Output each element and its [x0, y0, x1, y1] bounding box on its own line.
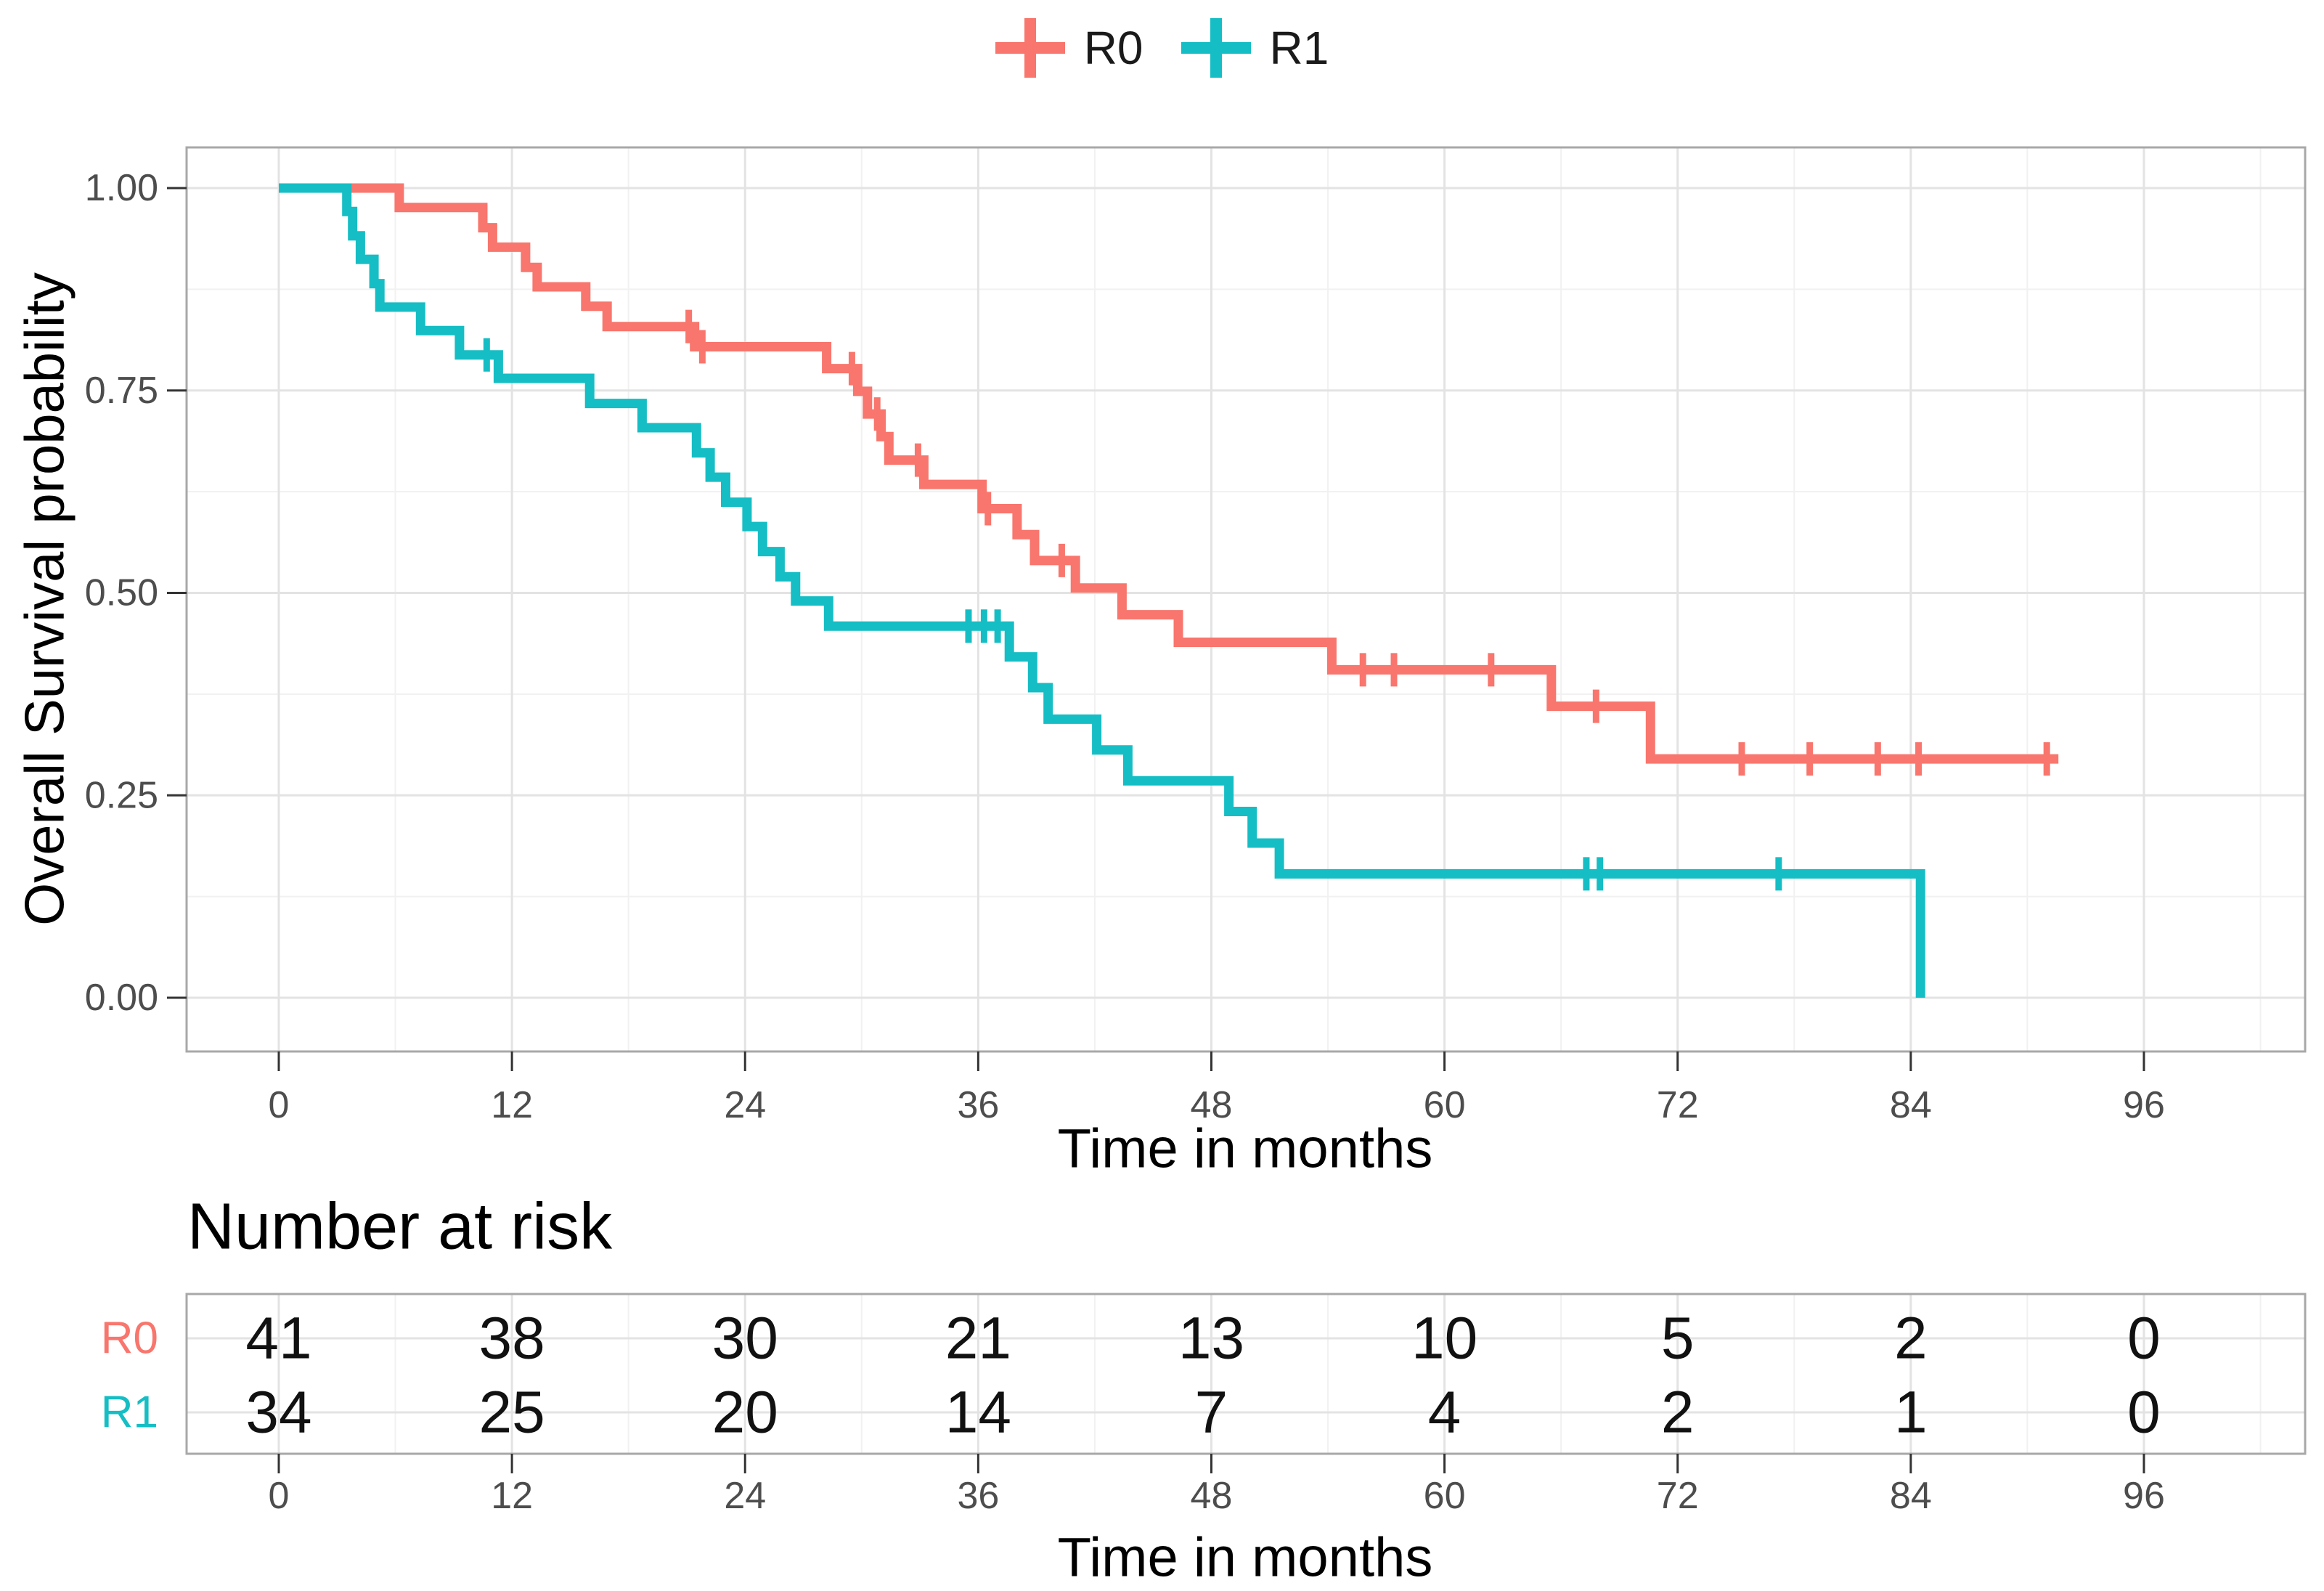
legend-cross-icon: [995, 18, 1065, 78]
x-axis-tick-label: 12: [491, 1084, 533, 1126]
risk-count-R0: 2: [1894, 1306, 1928, 1372]
y-axis-tick-label: 0.50: [85, 572, 158, 614]
risk-count-R0: 13: [1178, 1306, 1244, 1372]
risk-panel-border: [185, 1293, 2307, 1455]
risk-count-R0: 10: [1411, 1306, 1477, 1372]
legend-label: R0: [1083, 22, 1143, 74]
x-axis-tick-label: 84: [1890, 1084, 1932, 1126]
x-axis-tick-label: 60: [1424, 1084, 1466, 1126]
risk-count-R0: 38: [479, 1306, 545, 1372]
risk-table-title: Number at risk: [187, 1190, 613, 1264]
main-panel-border: [185, 146, 2307, 1053]
risk-x-axis-tick-label: 72: [1657, 1475, 1699, 1517]
risk-x-axis-tick-label: 12: [491, 1475, 533, 1517]
y-axis-title: Overall Survival probability: [14, 272, 76, 926]
risk-x-axis-tick-label: 84: [1890, 1475, 1932, 1517]
x-axis-tick-label: 24: [724, 1084, 766, 1126]
legend-cross-icon: [1181, 18, 1251, 78]
risk-x-axis-tick-label: 60: [1424, 1475, 1466, 1517]
x-axis-tick-label: 0: [269, 1084, 290, 1126]
main-axes: 1.00 0.75 0.50 0.25 0.00 0 12 24 36 48 60 72 84 96: [85, 167, 2165, 1126]
legend-label: R1: [1269, 22, 1329, 74]
x-axis-tick-label: 48: [1191, 1084, 1233, 1126]
legend: R0 R1: [0, 6, 2324, 90]
risk-table-x-axis-title: Time in months: [1057, 1526, 1433, 1589]
x-axis-tick-label: 72: [1657, 1084, 1699, 1126]
risk-panel-background: [187, 1294, 2305, 1454]
risk-count-R1: 25: [479, 1380, 545, 1446]
risk-x-axis-tick-label: 0: [269, 1475, 290, 1517]
risk-x-axis-tick-label: 48: [1191, 1475, 1233, 1517]
x-axis-title: Time in months: [1057, 1118, 1433, 1180]
km-curve-R1: [279, 183, 1925, 998]
risk-count-R0: 30: [712, 1306, 778, 1372]
x-axis-tick-label: 96: [2123, 1084, 2165, 1126]
main-panel: [185, 146, 2307, 1053]
y-axis-tick-label: 1.00: [85, 167, 158, 209]
risk-count-R0: 41: [245, 1306, 311, 1372]
legend-entry-R0: R0: [995, 13, 1143, 83]
y-axis-tick-label: 0.00: [85, 977, 158, 1019]
x-axis-tick-label: 36: [957, 1084, 999, 1126]
risk-x-axis-tick-label: 24: [724, 1475, 766, 1517]
survival-curves: [279, 183, 2059, 998]
risk-count-R1: 7: [1195, 1380, 1228, 1446]
y-axis-tick-label: 0.75: [85, 370, 158, 412]
km-curve-R0: [279, 183, 2059, 764]
y-axis-tick-label: 0.25: [85, 774, 158, 816]
main-panel-background: [187, 147, 2305, 1051]
legend-entry-R1: R1: [1181, 13, 1329, 83]
risk-count-R0: 21: [945, 1306, 1011, 1372]
risk-count-R0: 0: [2127, 1306, 2161, 1372]
risk-count-R1: 1: [1894, 1380, 1928, 1446]
risk-count-R1: 2: [1661, 1380, 1695, 1446]
risk-count-R1: 14: [945, 1380, 1011, 1446]
risk-row-label-R0: R0: [101, 1314, 158, 1364]
risk-count-R1: 4: [1428, 1380, 1461, 1446]
risk-row-label-R1: R1: [101, 1388, 158, 1438]
risk-count-R1: 20: [712, 1380, 778, 1446]
risk-count-R1: 34: [245, 1380, 311, 1446]
risk-count-R1: 0: [2127, 1380, 2161, 1446]
risk-x-axis-tick-label: 36: [957, 1475, 999, 1517]
risk-x-axis-tick-label: 96: [2123, 1475, 2165, 1517]
risk-count-R0: 5: [1661, 1306, 1695, 1372]
